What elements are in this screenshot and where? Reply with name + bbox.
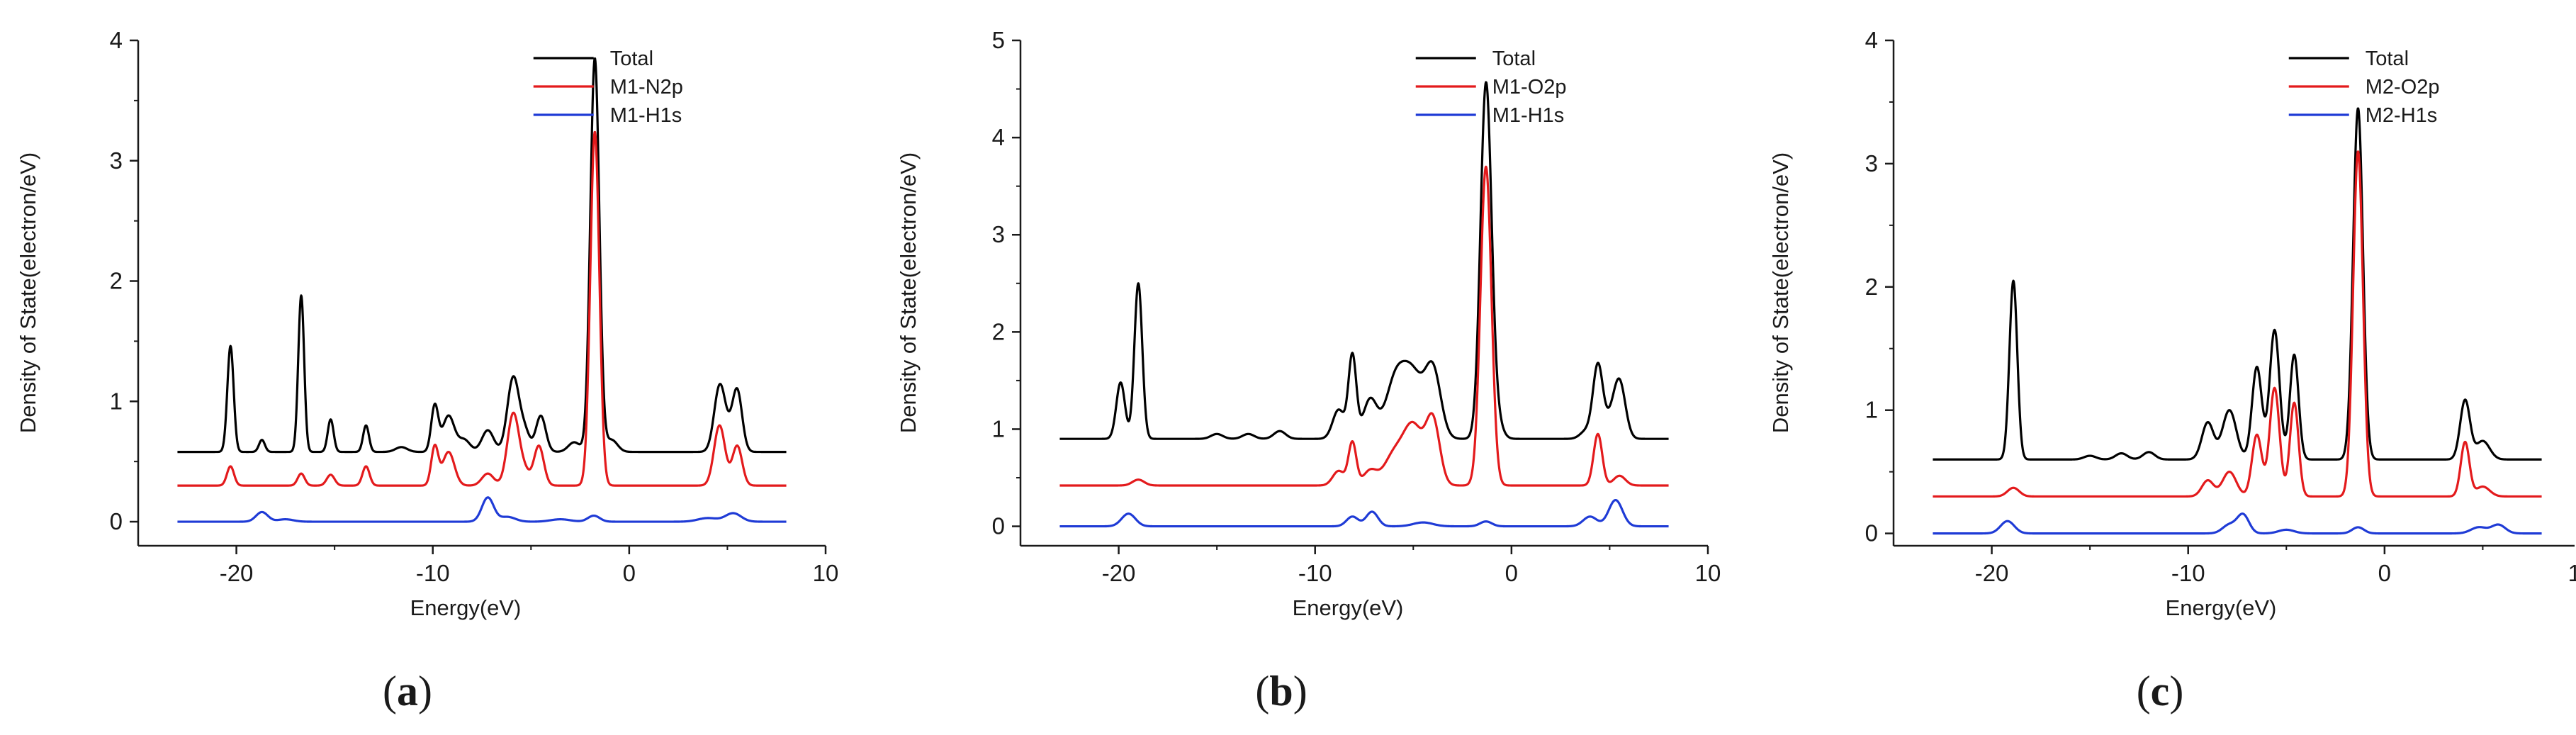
x-axis-label-a: Energy(eV) — [410, 595, 522, 620]
panel-a: 0 1 2 3 4 -20 -10 0 10 Total M1-N2p M1-H1s Density … — [16, 27, 838, 714]
x-tick-label-a: 0 — [623, 560, 636, 586]
series-line-m2-o2p-c — [1932, 150, 2543, 498]
panel-label-letter-b: b — [1269, 668, 1293, 714]
legend-label-b: M1-O2p — [1492, 76, 1567, 99]
y-axis-label-a: Density of State(electron/eV) — [16, 152, 40, 433]
legend-label-c: M2-O2p — [2366, 76, 2440, 99]
y-tick-label-b: 5 — [992, 27, 1005, 53]
panel-label-b: (b) — [1255, 668, 1307, 714]
y-axis-label-c: Density of State(electron/eV) — [1768, 152, 1793, 433]
y-tick-label-b: 3 — [992, 221, 1005, 247]
series-line-m1-o2p-b — [1059, 165, 1670, 487]
panel-label-open-paren-b: ( — [1255, 668, 1269, 714]
panel-label-letter-a: a — [397, 668, 418, 714]
panel-label-open-paren-c: ( — [2137, 668, 2151, 714]
y-tick-label-b: 0 — [992, 513, 1005, 539]
x-tick-label-b: 0 — [1505, 560, 1518, 586]
y-tick-label-a: 4 — [110, 27, 123, 53]
legend-label-a: Total — [610, 47, 653, 70]
panel-b: 0 1 2 3 4 5 -20 -10 0 10 Total M1-O2p M1-H1s Density… — [896, 27, 1721, 714]
y-tick-label-c: 2 — [1865, 274, 1878, 300]
series-group-b — [1059, 81, 1670, 528]
plot-area-a: 0 1 2 3 4 -20 -10 0 10 Total M1-N2p M1-H1s — [110, 27, 839, 586]
x-axis-label-b: Energy(eV) — [1293, 595, 1404, 620]
legend-label-a: M1-N2p — [610, 76, 683, 99]
legend-label-c: M2-H1s — [2366, 104, 2438, 127]
series-line-m1-h1s-b — [1059, 498, 1670, 528]
series-line-m2-h1s-c — [1932, 512, 2543, 535]
y-tick-label-a: 2 — [110, 268, 123, 294]
series-line-total-c — [1932, 107, 2543, 461]
panel-label-close-paren-c: ) — [2169, 668, 2183, 714]
x-axis-label-c: Energy(eV) — [2166, 595, 2277, 620]
panel-label-close-paren-b: ) — [1293, 668, 1307, 714]
legend-label-b: M1-H1s — [1492, 104, 1565, 127]
y-tick-label-c: 4 — [1865, 27, 1878, 53]
legend-c: Total M2-O2p M2-H1s — [2288, 47, 2440, 127]
x-tick-label-b: 10 — [1695, 560, 1721, 586]
y-tick-label-a: 1 — [110, 388, 123, 414]
x-tick-label-b: -10 — [1298, 560, 1332, 586]
y-tick-label-b: 4 — [992, 124, 1005, 150]
x-tick-label-c: 0 — [2378, 560, 2391, 586]
legend-label-a: M1-H1s — [610, 104, 682, 127]
plot-area-b: 0 1 2 3 4 5 -20 -10 0 10 Total M1-O2p M1-H1s — [992, 27, 1721, 586]
x-tick-label-a: -10 — [416, 560, 450, 586]
y-tick-label-c: 3 — [1865, 150, 1878, 176]
y-tick-label-c: 0 — [1865, 520, 1878, 546]
x-tick-label-a: -20 — [220, 560, 254, 586]
y-tick-label-c: 1 — [1865, 397, 1878, 423]
series-line-total-b — [1059, 81, 1670, 440]
series-line-m1-h1s-a — [176, 496, 787, 523]
panel-c: 0 1 2 3 4 -20 -10 0 10 Total M2-O2p M2-H1s Density … — [1768, 27, 2576, 714]
panel-label-letter-c: c — [2151, 668, 2170, 714]
series-group-a — [176, 57, 787, 523]
series-line-m1-n2p-a — [176, 130, 787, 487]
y-tick-label-b: 2 — [992, 318, 1005, 344]
plot-area-c: 0 1 2 3 4 -20 -10 0 10 Total M2-O2p M2-H1s — [1865, 27, 2576, 586]
y-axis-label-b: Density of State(electron/eV) — [896, 152, 921, 433]
x-tick-label-c: -10 — [2171, 560, 2205, 586]
legend-a: Total M1-N2p M1-H1s — [533, 47, 683, 127]
x-tick-label-a: 10 — [813, 560, 839, 586]
legend-label-c: Total — [2366, 47, 2409, 70]
panel-label-close-paren-a: ) — [418, 668, 432, 714]
x-tick-label-c: 10 — [2568, 560, 2576, 586]
series-line-total-a — [176, 57, 787, 454]
legend-b: Total M1-O2p M1-H1s — [1415, 47, 1567, 127]
x-tick-label-c: -20 — [1975, 560, 2009, 586]
y-tick-label-a: 3 — [110, 147, 123, 174]
y-tick-label-a: 0 — [110, 508, 123, 534]
panel-label-c: (c) — [2137, 668, 2184, 714]
x-tick-label-b: -20 — [1102, 560, 1136, 586]
y-tick-label-b: 1 — [992, 415, 1005, 442]
panel-label-open-paren-a: ( — [383, 668, 397, 714]
legend-label-b: Total — [1492, 47, 1536, 70]
panel-label-a: (a) — [383, 668, 432, 714]
series-group-c — [1932, 107, 2543, 535]
